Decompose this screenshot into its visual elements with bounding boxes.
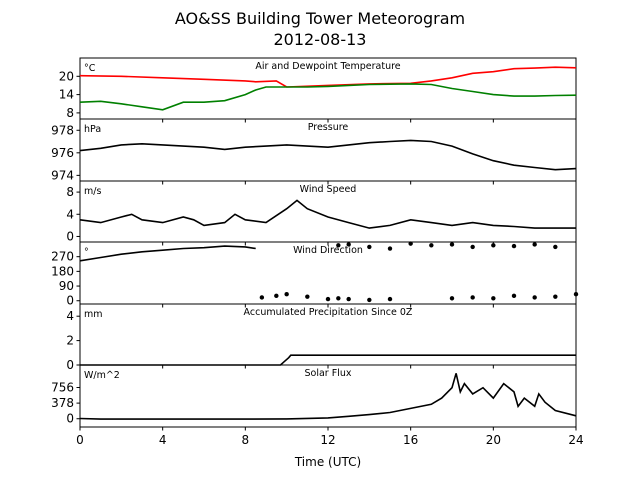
- x-tick-label: 0: [76, 433, 84, 447]
- point-wind_dir_low: [553, 294, 558, 299]
- point-wind_dir_low: [449, 296, 455, 301]
- units-label-solar: W/m^2: [84, 370, 120, 381]
- units-label-pressure: hPa: [84, 124, 101, 135]
- y-tick-label-wind_dir: 180: [51, 264, 74, 278]
- y-tick-label-precip: 4: [66, 309, 74, 323]
- y-tick-label-temp: 8: [66, 106, 74, 120]
- panel-title-wind_speed: Wind Speed: [300, 184, 357, 195]
- panel-title-temp: Air and Dewpoint Temperature: [255, 61, 400, 72]
- panel-solar: 0 378 756 Solar Flux W/m^2: [51, 364, 577, 431]
- point-wind_dir_high: [429, 243, 434, 248]
- point-wind_dir_high: [511, 243, 517, 249]
- series-line-pressure: [79, 139, 577, 171]
- point-wind_dir_low: [284, 292, 289, 297]
- y-tick-label-pressure: 978: [51, 123, 74, 137]
- x-tick-label: 20: [486, 433, 501, 447]
- x-tick-label: 24: [568, 433, 583, 447]
- point-wind_dir_high: [387, 246, 393, 251]
- panel-title-solar: Solar Flux: [305, 368, 352, 379]
- point-wind_dir_high: [470, 244, 475, 250]
- series-line-solar: [79, 373, 577, 420]
- y-tick-label-precip: 2: [66, 334, 74, 348]
- point-wind_dir_low: [346, 296, 351, 302]
- series-line-wind_speed: [79, 199, 576, 229]
- panel-title-precip: Accumulated Precipitation Since 0Z: [244, 307, 413, 318]
- point-wind_dir_high: [491, 243, 496, 248]
- panel-temp: 8 14 20 Air and Dewpoint Temperature °C: [59, 57, 577, 123]
- y-tick-label-solar: 756: [51, 380, 74, 394]
- units-label-precip: mm: [84, 309, 103, 320]
- chart-title: AO&SS Building Tower Meteorogram: [175, 9, 465, 28]
- point-wind_dir_high: [367, 244, 372, 250]
- point-wind_dir_low: [274, 293, 279, 299]
- panel-wind_speed: 0 4 8 Wind Speed m/s: [66, 180, 577, 246]
- y-tick-label-wind_speed: 4: [66, 207, 74, 221]
- point-wind_dir_high: [449, 242, 455, 247]
- y-tick-label-temp: 14: [59, 88, 74, 102]
- point-wind_dir_low: [491, 296, 496, 301]
- y-tick-label-solar: 0: [66, 412, 74, 426]
- point-wind_dir_high: [553, 244, 558, 250]
- y-tick-label-wind_dir: 270: [51, 250, 74, 264]
- point-wind_dir_low: [325, 296, 331, 302]
- point-wind_dir_low: [511, 293, 517, 299]
- x-axis: 0 4 8 12 16 20 24: [76, 433, 583, 447]
- series-line-wind_dir_line: [79, 245, 256, 262]
- x-axis-label: Time (UTC): [294, 455, 361, 469]
- point-wind_dir_low: [336, 296, 341, 301]
- point-wind_dir_low: [367, 297, 372, 303]
- y-tick-label-pressure: 976: [51, 146, 74, 160]
- units-label-wind_speed: m/s: [84, 186, 101, 197]
- y-tick-label-temp: 20: [59, 69, 74, 83]
- series-line-dewpoint: [79, 83, 577, 111]
- y-tick-label-wind_speed: 8: [66, 185, 74, 199]
- chart-subtitle: 2012-08-13: [274, 30, 367, 49]
- point-wind_dir_high: [336, 243, 341, 248]
- series-line-precip: [80, 354, 576, 366]
- point-wind_dir_low: [532, 295, 537, 300]
- panel-precip: 0 2 4 Accumulated Precipitation Since 0Z mm: [66, 303, 577, 372]
- point-wind_dir_low: [259, 295, 265, 300]
- panel-title-pressure: Pressure: [308, 122, 349, 133]
- y-tick-label-wind_dir: 90: [59, 279, 74, 293]
- y-tick-label-precip: 0: [66, 358, 74, 372]
- units-label-wind_dir: °: [84, 247, 89, 258]
- point-wind_dir_high: [346, 242, 351, 247]
- y-tick-label-wind_speed: 0: [66, 229, 74, 243]
- panel-title-wind_dir: Wind Direction: [293, 245, 363, 256]
- x-tick-label: 8: [242, 433, 250, 447]
- y-tick-label-pressure: 974: [51, 168, 74, 182]
- point-wind_dir_low: [573, 292, 579, 297]
- point-wind_dir_high: [408, 241, 413, 246]
- point-wind_dir_low: [387, 296, 393, 302]
- y-tick-label-wind_dir: 0: [66, 294, 74, 308]
- y-tick-label-solar: 378: [51, 396, 74, 410]
- panel-pressure: 974 976 978 Pressure hPa: [51, 118, 577, 185]
- point-wind_dir_high: [532, 242, 537, 247]
- x-tick-label: 4: [159, 433, 167, 447]
- units-label-temp: °C: [84, 63, 96, 74]
- point-wind_dir_low: [305, 294, 310, 299]
- point-wind_dir_low: [470, 295, 475, 300]
- x-tick-label: 16: [403, 433, 418, 447]
- x-tick-label: 12: [320, 433, 335, 447]
